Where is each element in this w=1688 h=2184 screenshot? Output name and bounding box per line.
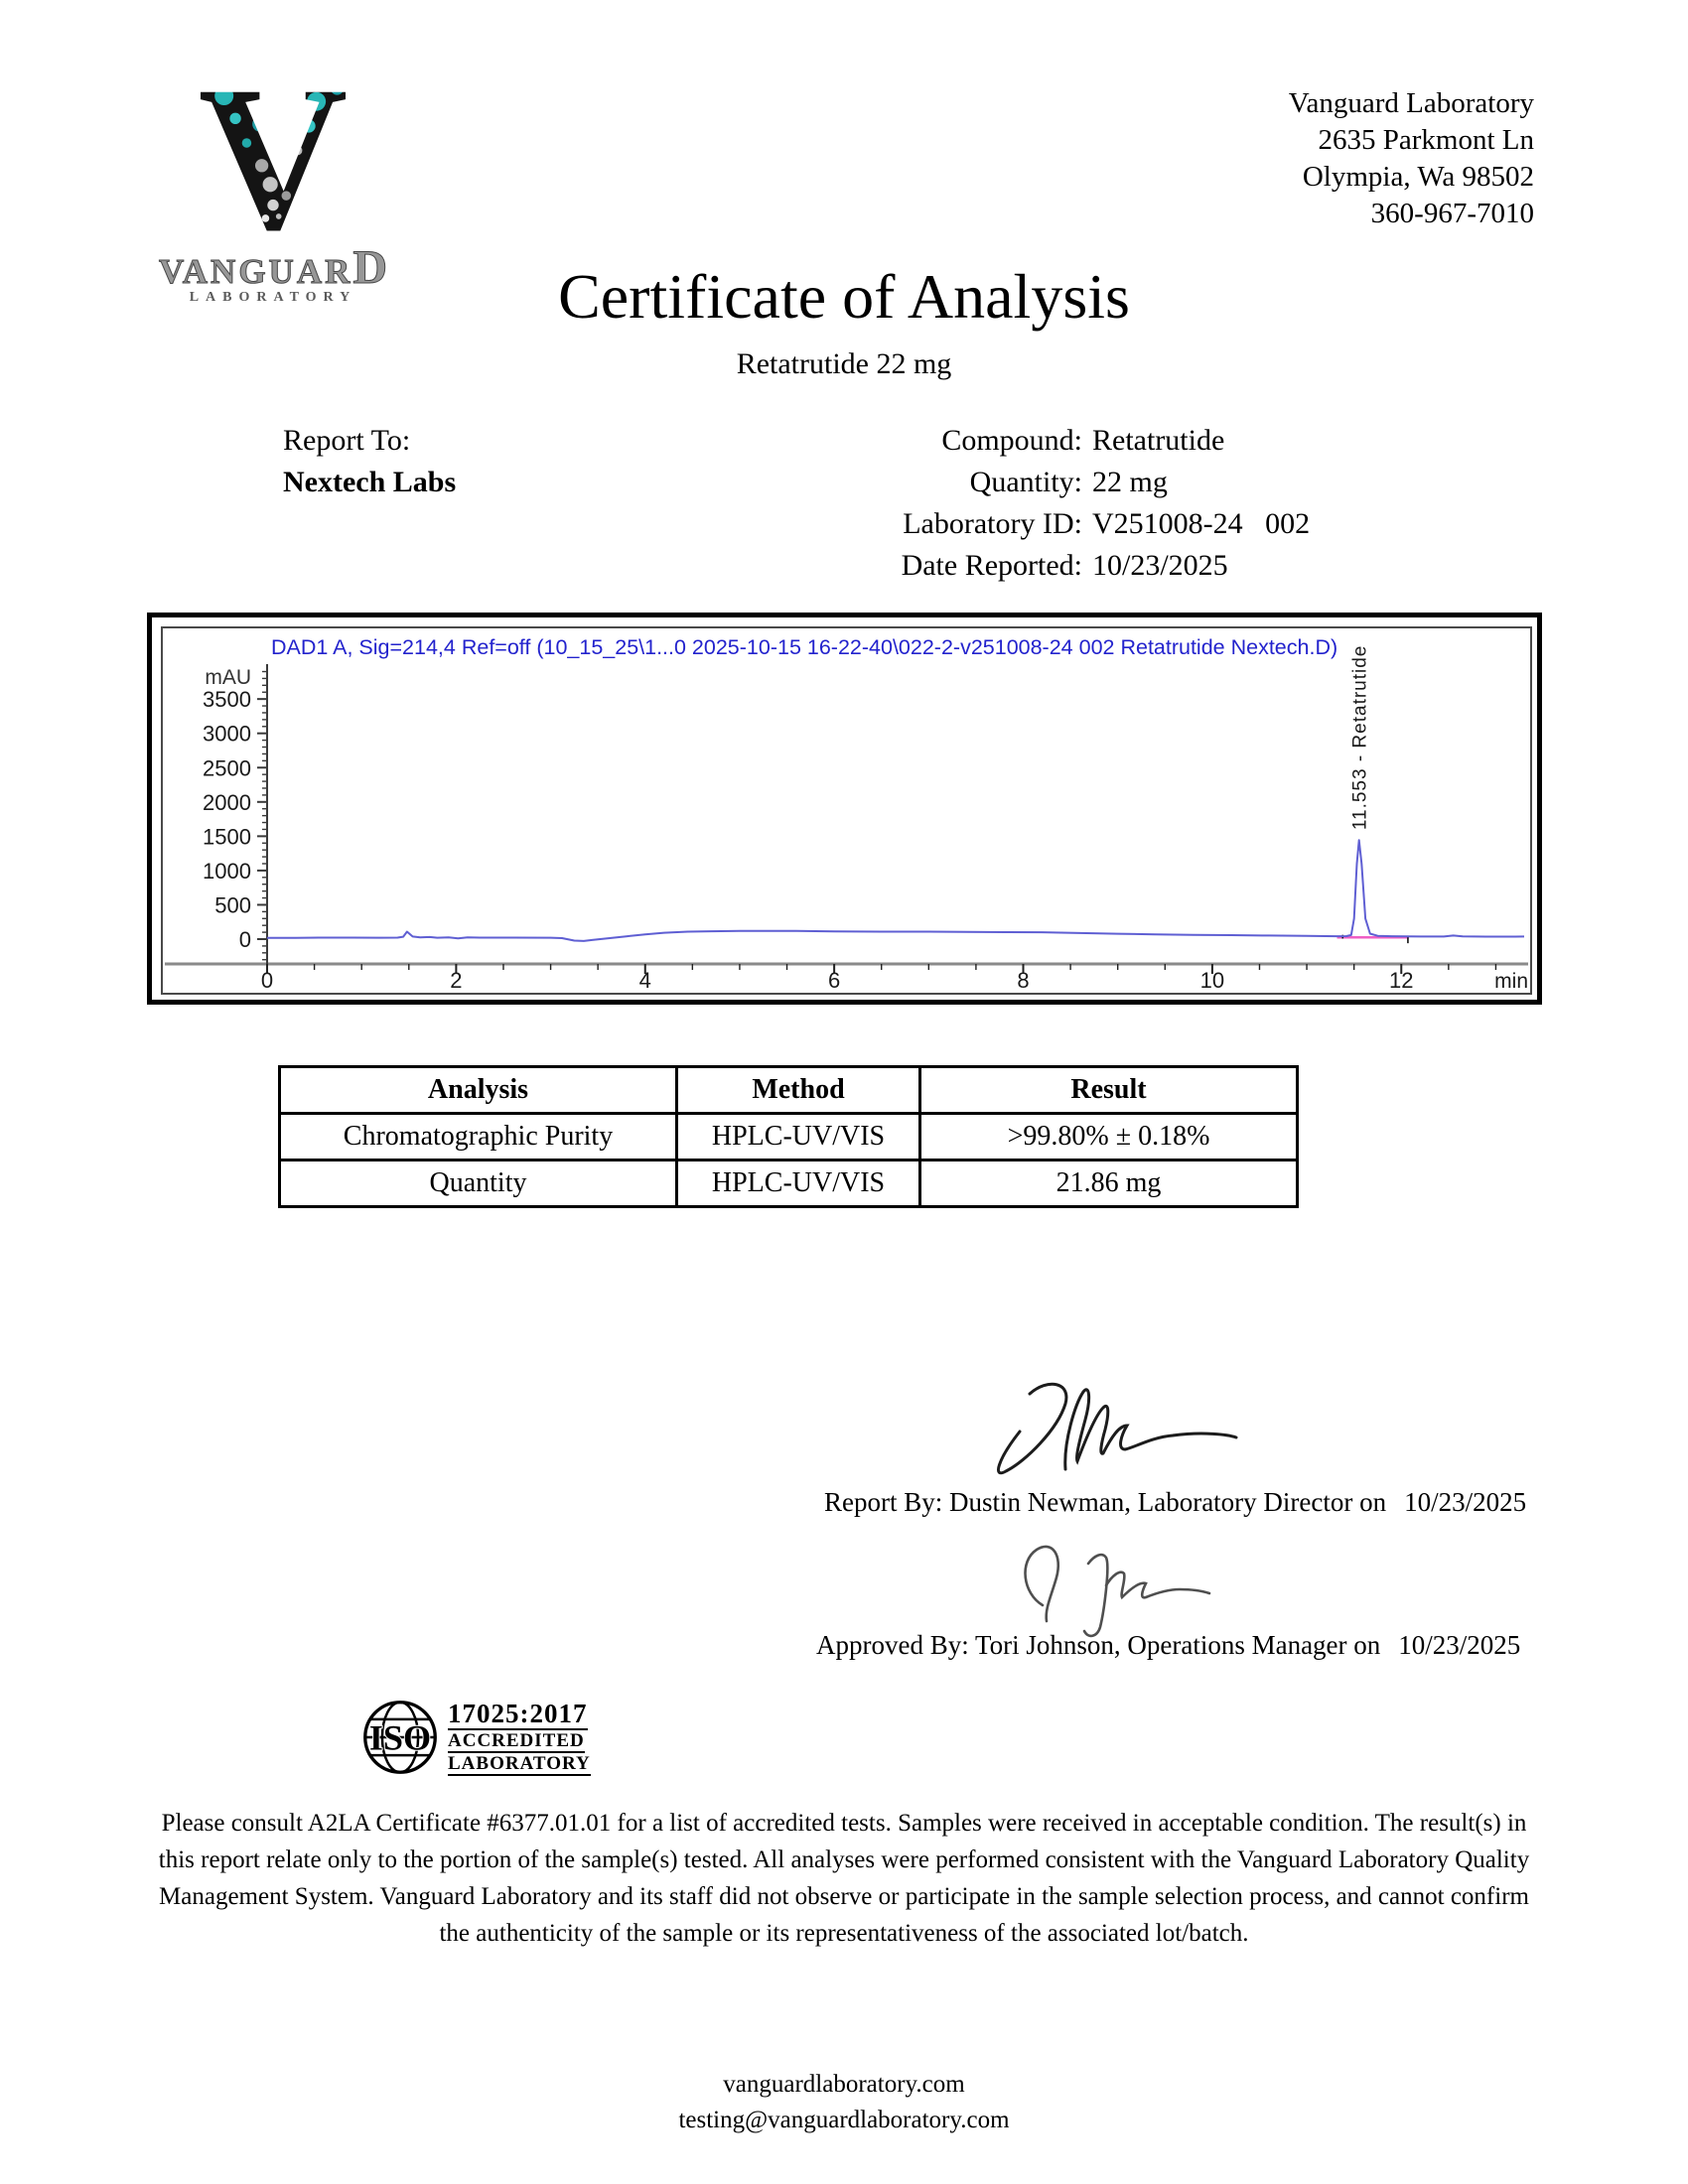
page-subtitle: Retatrutide 22 mg [736,347,952,380]
svg-text:0: 0 [239,927,251,952]
cell-method: HPLC-UV/VIS [675,1159,921,1208]
iso-accreditation-text: 17025:2017 ACCREDITED LABORATORY [448,1699,591,1777]
iso-standard: 17025:2017 [448,1699,588,1730]
svg-text:min: min [1494,970,1528,993]
cell-analysis: Quantity [278,1159,678,1208]
chromatogram-frame: DAD1 A, Sig=214,4 Ref=off (10_15_25\1...… [147,613,1542,1005]
report-by-date: 10/23/2025 [1404,1487,1527,1517]
col-analysis: Analysis [278,1065,678,1115]
cell-result: 21.86 mg [918,1159,1299,1208]
svg-text:10: 10 [1200,968,1224,993]
cell-result: >99.80% ± 0.18% [918,1112,1299,1161]
report-by-caption: Report By: Dustin Newman, Laboratory Dir… [824,1487,1526,1518]
approved-by-signature [1024,1545,1211,1638]
svg-text:3500: 3500 [203,687,251,712]
svg-text:1000: 1000 [203,859,251,884]
table-row: Chromatographic Purity HPLC-UV/VIS >99.8… [278,1112,1299,1161]
lab-phone: 360-967-7010 [1370,198,1534,229]
report-to-value: Nextech Labs [283,466,457,498]
date-reported-label: Date Reported: [901,549,1082,582]
lab-id-value: V251008-24 002 [1092,507,1311,540]
footer: vanguardlaboratory.com testing@vanguardl… [0,2067,1688,2138]
table-row: Quantity HPLC-UV/VIS 21.86 mg [278,1159,1299,1208]
date-reported-value: 10/23/2025 [1092,549,1228,582]
svg-text:DAD1 A, Sig=214,4 Ref=off (10_: DAD1 A, Sig=214,4 Ref=off (10_15_25\1...… [271,635,1337,659]
vanguard-wordmark-sub: LABORATORY [189,290,357,305]
lab-address-block: Vanguard Laboratory 2635 Parkmont Ln Oly… [1289,85,1534,232]
table-header-row: Analysis Method Result [278,1065,1299,1115]
chromatogram-chart: DAD1 A, Sig=214,4 Ref=off (10_15_25\1...… [165,635,1528,993]
col-result: Result [918,1065,1299,1115]
lab-street: 2635 Parkmont Ln [1318,124,1535,156]
results-table: Analysis Method Result Chromatographic P… [278,1065,1299,1208]
report-to-label: Report To: [283,424,411,457]
iso-accredited: ACCREDITED [448,1730,585,1754]
approved-by-date: 10/23/2025 [1398,1630,1521,1660]
svg-text:6: 6 [828,968,840,993]
svg-text:mAU: mAU [205,666,251,689]
footer-email: testing@vanguardlaboratory.com [678,2107,1010,2133]
svg-text:2: 2 [450,968,462,993]
svg-text:0: 0 [261,968,273,993]
chromatogram-panel: DAD1 A, Sig=214,4 Ref=off (10_15_25\1...… [161,626,1532,995]
approved-by-caption: Approved By: Tori Johnson, Operations Ma… [816,1630,1520,1661]
iso-accreditation-badge: ISO 17025:2017 ACCREDITED LABORATORY [360,1698,591,1777]
page-title: Certificate of Analysis [558,261,1130,332]
vanguard-wordmark: VANGUARD [158,241,388,294]
quantity-value: 22 mg [1092,466,1168,498]
svg-text:11.553 - Retatrutide: 11.553 - Retatrutide [1350,645,1371,831]
cell-analysis: Chromatographic Purity [278,1112,678,1161]
svg-text:8: 8 [1017,968,1029,993]
col-method: Method [675,1065,921,1115]
svg-text:2000: 2000 [203,790,251,815]
lab-name: Vanguard Laboratory [1288,87,1534,119]
vanguard-v-icon: V [198,69,349,253]
svg-text:2500: 2500 [203,755,251,780]
svg-text:3000: 3000 [203,722,251,747]
sample-info-block: Compound: Retatrutide Quantity: 22 mg La… [635,420,1311,587]
cell-method: HPLC-UV/VIS [675,1112,921,1161]
svg-text:1500: 1500 [203,824,251,849]
report-by-text: Report By: Dustin Newman, Laboratory Dir… [824,1487,1387,1517]
svg-text:500: 500 [214,892,251,917]
disclaimer-text: Please consult A2LA Certificate #6377.01… [158,1810,1530,1947]
svg-text:12: 12 [1389,968,1413,993]
lab-id-label: Laboratory ID: [903,507,1082,540]
svg-text:4: 4 [639,968,651,993]
lab-city: Olympia, Wa 98502 [1302,161,1534,193]
compound-label: Compound: [941,424,1082,457]
iso-laboratory: LABORATORY [448,1753,591,1777]
approved-by-text: Approved By: Tori Johnson, Operations Ma… [816,1630,1381,1660]
results-section: Analysis Method Result Chromatographic P… [278,1065,1299,1208]
iso-globe-icon: ISO [363,1701,437,1774]
compound-value: Retatrutide [1092,424,1225,457]
svg-text:ISO: ISO [369,1717,431,1757]
report-by-signature [997,1382,1238,1475]
vanguard-logo: V VANGUARD LABORATORY [158,69,388,306]
report-to-block: Report To: Nextech Labs [283,420,456,503]
footer-website: vanguardlaboratory.com [723,2071,965,2098]
quantity-label: Quantity: [969,466,1082,498]
